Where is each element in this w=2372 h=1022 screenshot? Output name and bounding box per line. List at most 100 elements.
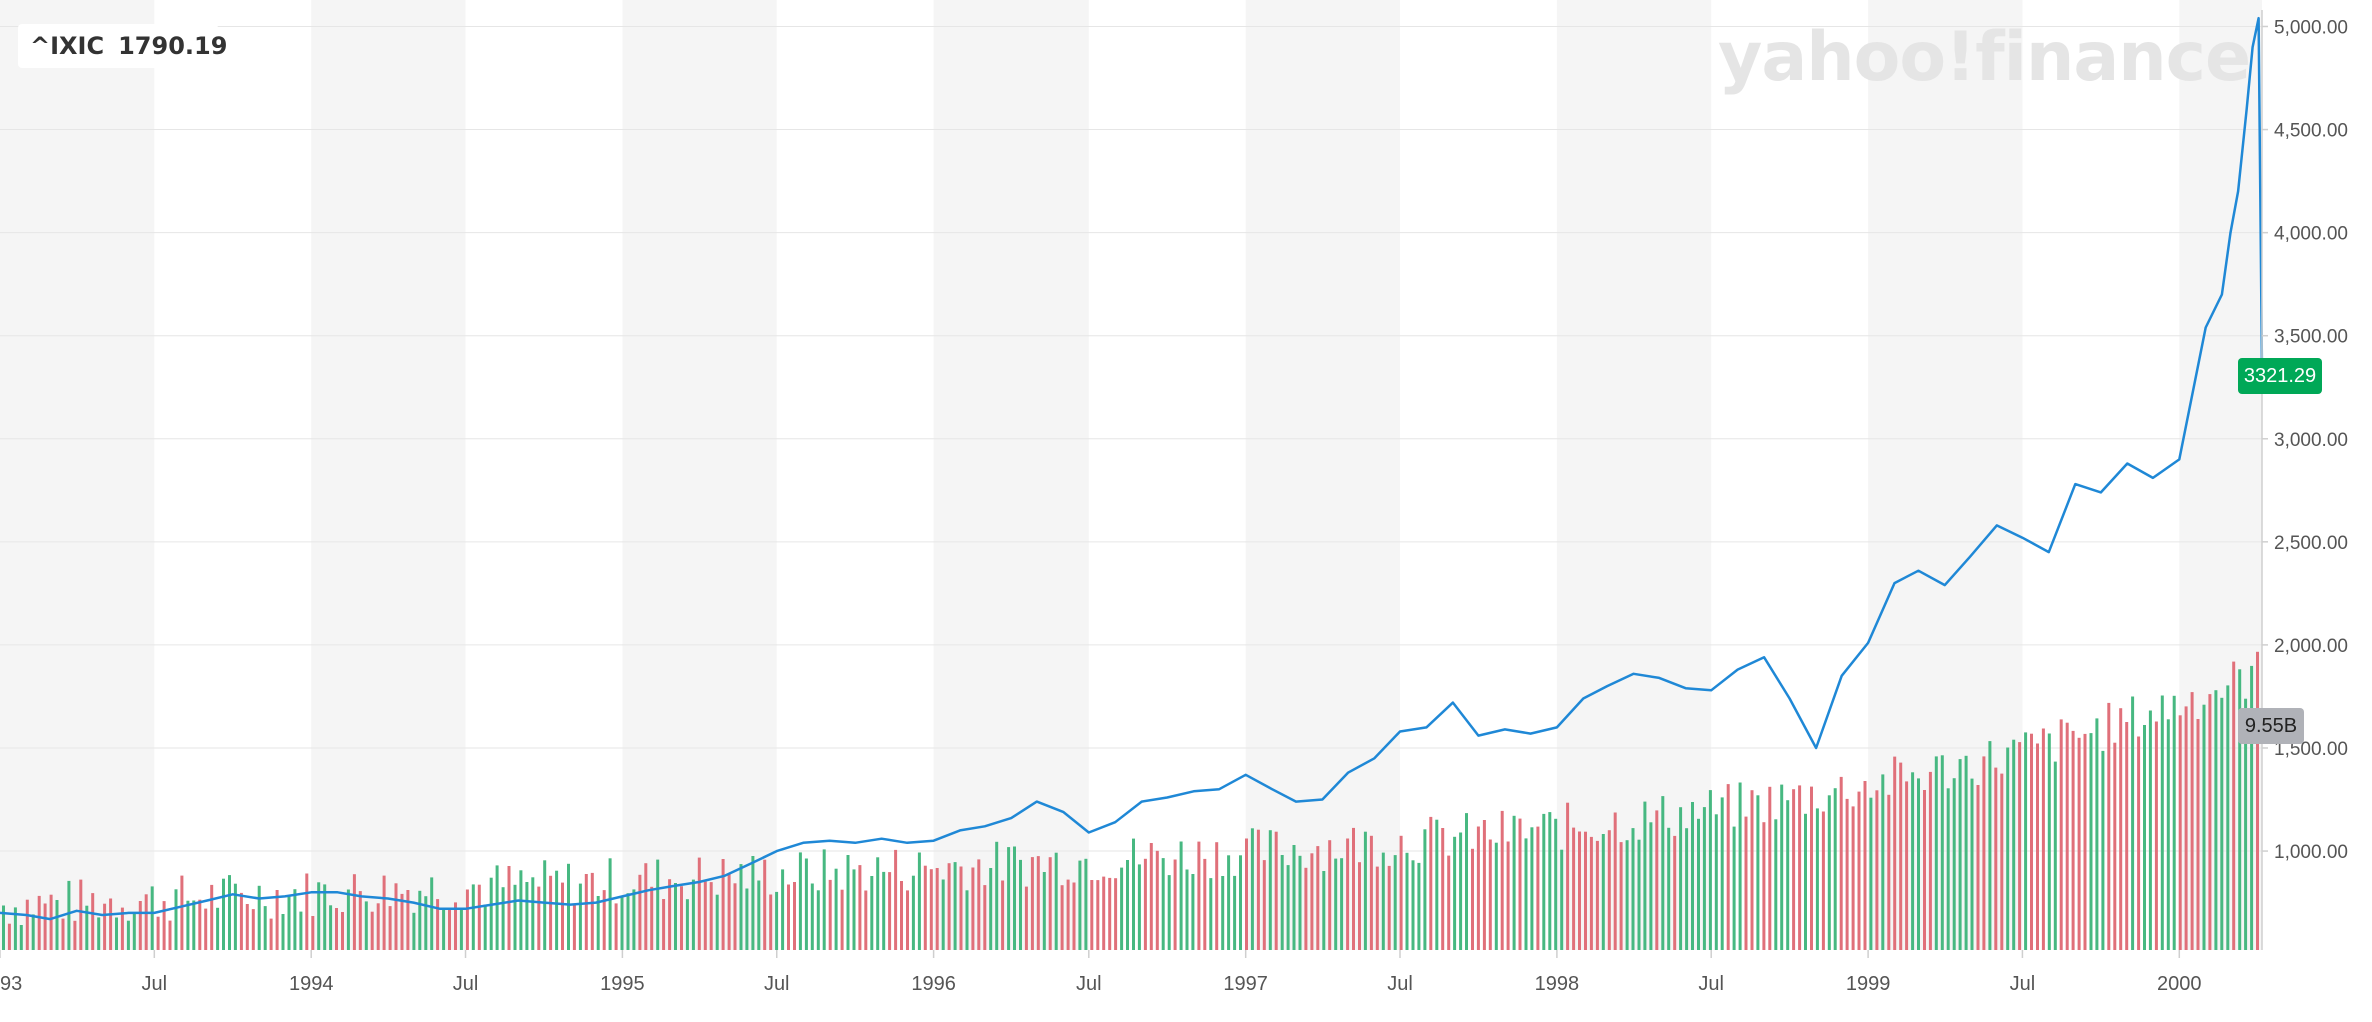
volume-bar (1250, 828, 1254, 950)
volume-bar (584, 874, 588, 950)
volume-bar (2125, 722, 2129, 950)
volume-bar (2244, 698, 2248, 950)
volume-bar (1964, 755, 1968, 950)
volume-bar (2018, 742, 2022, 950)
volume-bar (73, 920, 77, 950)
volume-bar (2012, 739, 2016, 950)
volume-bar (299, 911, 303, 950)
volume-bar (61, 918, 65, 950)
gridlines (0, 25, 2262, 852)
volume-bar (233, 883, 237, 950)
volume-bar (1274, 831, 1278, 950)
volume-bar (882, 871, 886, 950)
volume-bar (352, 874, 356, 950)
volume-bar (2238, 669, 2242, 950)
volume-bar (25, 899, 29, 950)
volume-bar (67, 880, 71, 950)
volume-bar (1245, 838, 1248, 950)
volume-bar (1958, 759, 1962, 950)
volume-bar (1506, 841, 1510, 950)
volume-bar (1405, 852, 1409, 950)
yahoo-finance-logo: yahoo!finance (1718, 18, 2251, 97)
volume-bar (293, 889, 297, 950)
volume-bar (1554, 818, 1558, 950)
volume-bar (1988, 741, 1992, 950)
volume-bar (37, 895, 41, 950)
volume-bar (2256, 651, 2259, 950)
volume-bar (1810, 786, 1813, 950)
volume-bar (222, 878, 225, 950)
volume-bar (549, 875, 553, 950)
volume-bar (1233, 875, 1237, 950)
volume-bar (2059, 719, 2063, 950)
volume-bar (1982, 756, 1986, 950)
volume-bar (1685, 828, 1689, 950)
volume-bar (1387, 865, 1391, 950)
volume-bar (2190, 692, 2194, 950)
volume-bar (186, 900, 190, 950)
volume-bar (2154, 721, 2158, 950)
x-tick-label: 1993 (0, 973, 22, 995)
volume-bar (1548, 812, 1552, 950)
volume-bar (668, 879, 672, 950)
volume-bar (1411, 860, 1415, 950)
volume-bar (1976, 785, 1980, 950)
volume-bar (1625, 840, 1629, 950)
volume-bar (1863, 781, 1867, 950)
legend[interactable]: ^IXIC 1790.19 (18, 24, 227, 68)
volume-bar (1732, 826, 1736, 950)
volume-bar (489, 877, 493, 950)
volume-bar (430, 877, 434, 950)
volume-bar (49, 894, 53, 950)
x-axis-ticks: 1993 Jul 1994 Jul 1995 Jul 1996 Jul 1997 Jul 1998 J… (0, 950, 2202, 995)
volume-bar (1447, 855, 1451, 950)
volume-bar (953, 862, 957, 950)
volume-bar (174, 889, 178, 950)
volume-bar (1851, 806, 1855, 950)
volume-bar (1887, 794, 1891, 950)
volume-bar (816, 890, 820, 950)
volume-bar (2184, 706, 2188, 950)
volume-bar (239, 892, 243, 950)
volume-bar (210, 884, 214, 950)
volume-bar (1613, 812, 1617, 950)
volume-bar (965, 890, 969, 950)
volume-bar (1619, 842, 1623, 950)
volume-bar (840, 889, 844, 950)
volume-bar (31, 914, 35, 950)
volume-bar (1536, 826, 1540, 950)
y-tick-label: 4,500.00 (2274, 121, 2348, 142)
volume-bar (1262, 860, 1266, 950)
volume-bar (1459, 832, 1463, 950)
volume-bar (501, 887, 505, 950)
volume-bar (269, 918, 273, 950)
volume-bar (323, 884, 327, 950)
volume-bar (578, 883, 582, 950)
volume-bar (614, 903, 618, 950)
volume-bar (638, 874, 642, 950)
background-band (0, 0, 155, 950)
volume-bar (507, 866, 511, 950)
volume-bar (275, 890, 279, 950)
volume-bar (245, 904, 249, 950)
volume-bar (1595, 840, 1599, 950)
volume-bar (109, 898, 113, 950)
volume-bar (192, 900, 196, 950)
x-tick-label: 1997 (1223, 973, 1268, 995)
volume-bar (1066, 879, 1070, 950)
volume-bar (1120, 867, 1124, 950)
volume-bar (1661, 796, 1665, 950)
y-tick-label: 4,000.00 (2274, 224, 2348, 245)
volume-bar (1637, 839, 1641, 950)
volume-bar (228, 875, 231, 950)
volume-badge: 9.55B (2238, 708, 2304, 744)
volume-bar (1940, 755, 1944, 950)
volume-bar (894, 849, 898, 950)
volume-bar (888, 872, 892, 950)
volume-bar (757, 880, 761, 950)
volume-bar (1072, 882, 1076, 950)
volume-bar (1584, 831, 1587, 950)
volume-bar (656, 859, 660, 950)
background-band (933, 0, 1089, 950)
volume-bar (1893, 756, 1897, 950)
